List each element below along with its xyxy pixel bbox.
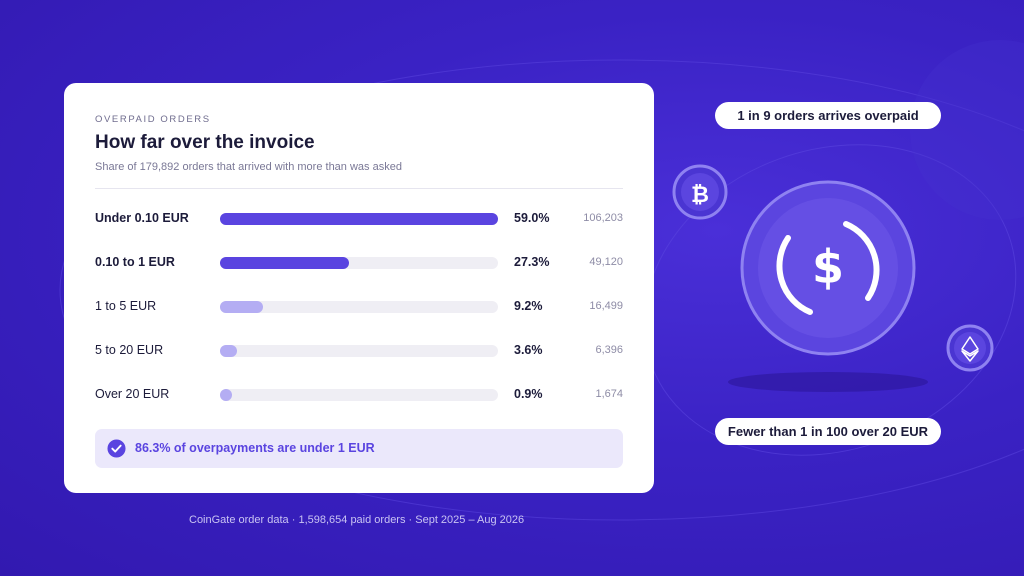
check-circle-icon [107,439,126,458]
dollar-icon: $ [812,240,844,294]
card-title: How far over the invoice [95,132,315,153]
bar [220,345,237,357]
bar-row: Over 20 EUR 0.9% 1,674 [95,385,623,405]
card-divider [95,188,623,189]
bar-category-label: 1 to 5 EUR [95,299,157,313]
bar-track [220,345,498,357]
bar-track [220,301,498,313]
callout-text: 86.3% of overpayments are under 1 EUR [135,441,375,455]
svg-text:₿: ₿ [691,183,709,208]
bar-value-label: 9.2% [514,299,543,313]
bar-track [220,213,498,225]
coin-illustration: $ ₿ [672,164,994,392]
bar-value-label: 0.9% [514,387,543,401]
footnote: CoinGate order data · 1,598,654 paid ord… [189,514,525,526]
bar-category-label: 0.10 to 1 EUR [95,255,175,269]
bar-category-label: Over 20 EUR [95,387,170,401]
card-eyebrow: OVERPAID ORDERS [95,114,211,125]
bar [220,301,264,313]
bar [220,257,349,269]
bitcoin-icon: ₿ [672,164,728,220]
bar-value-label: 3.6% [514,343,543,357]
bar [220,389,232,401]
bar-row: Under 0.10 EUR 59.0% 106,203 [95,209,623,229]
bar-category-label: 5 to 20 EUR [95,343,164,357]
bar-row: 5 to 20 EUR 3.6% 6,396 [95,341,623,361]
bar-count-label: 106,203 [583,212,623,224]
card-subtitle: Share of 179,892 orders that arrived wit… [95,161,402,173]
bar-count-label: 6,396 [595,344,623,356]
bar-row: 0.10 to 1 EUR 27.3% 49,120 [95,253,623,273]
bar-track [220,257,498,269]
bar-row: 1 to 5 EUR 9.2% 16,499 [95,297,623,317]
bar-count-label: 49,120 [589,256,623,268]
bar-count-label: 1,674 [595,388,623,400]
bar-value-label: 27.3% [514,255,550,269]
top-stat-pill: 1 in 9 orders arrives overpaid [715,102,941,129]
bar-count-label: 16,499 [589,300,623,312]
bar-track [220,389,498,401]
callout-banner: 86.3% of overpayments are under 1 EUR [95,429,623,468]
overpaid-orders-card: OVERPAID ORDERS How far over the invoice… [64,83,654,493]
bar [220,213,498,225]
ethereum-icon [946,324,994,372]
bar-category-label: Under 0.10 EUR [95,211,189,225]
bar-value-label: 59.0% [514,211,550,225]
bottom-stat-pill: Fewer than 1 in 100 over 20 EUR [715,418,941,445]
